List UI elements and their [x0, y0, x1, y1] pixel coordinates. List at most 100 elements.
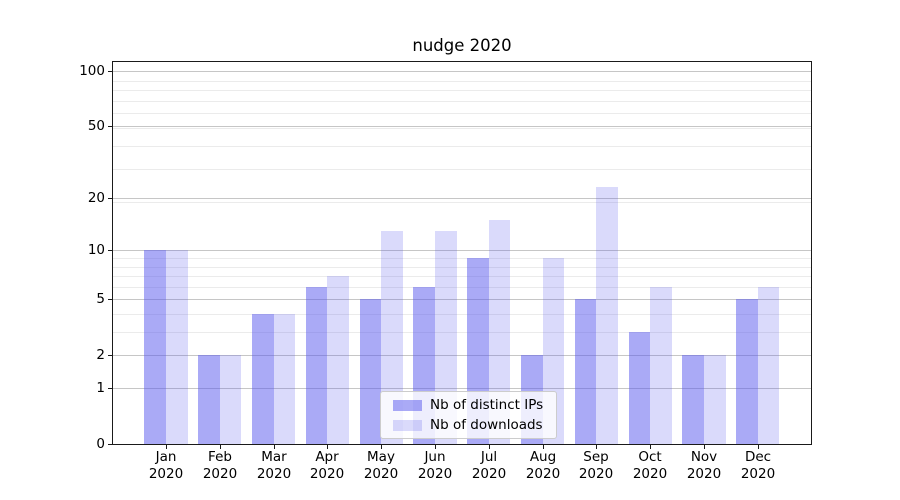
bar-distinct-ips-apr: [305, 286, 328, 444]
x-tick-month: Nov: [690, 449, 718, 465]
x-tick-year: 2020: [202, 465, 238, 482]
x-tick-year: 2020: [740, 465, 776, 482]
major-gridline: [113, 71, 811, 73]
major-gridline: [113, 299, 811, 301]
bar-downloads-dec: [757, 286, 780, 444]
legend: Nb of distinct IPs Nb of downloads: [380, 391, 557, 439]
x-tick-year: 2020: [417, 465, 453, 482]
x-tick-label: Sep 2020: [564, 449, 628, 482]
x-tick-label: Jul 2020: [457, 449, 521, 482]
x-tick-year: 2020: [256, 465, 292, 482]
bar-downloads-feb: [219, 355, 242, 444]
x-tick-label: Oct 2020: [618, 449, 682, 482]
bar-distinct-ips-feb: [198, 355, 220, 444]
x-tick-mark: [327, 445, 328, 449]
y-tick-label: 50: [87, 118, 105, 134]
minor-gridline: [113, 169, 811, 171]
minor-gridline: [113, 113, 811, 115]
bar-downloads-jun: [435, 230, 457, 444]
x-tick-mark: [274, 445, 275, 449]
x-tick-mark: [220, 445, 221, 449]
major-gridline: [113, 355, 811, 357]
legend-swatch-distinct-ips: [393, 399, 422, 411]
minor-gridline: [113, 80, 811, 82]
bar-downloads-sep: [596, 187, 618, 444]
y-tick-mark: [108, 299, 112, 300]
x-tick-month: Dec: [744, 449, 772, 465]
y-tick-mark: [108, 71, 112, 72]
x-tick-month: Aug: [529, 449, 557, 465]
bar-distinct-ips-sep: [574, 299, 597, 444]
y-tick-mark: [108, 355, 112, 356]
y-tick-label: 10: [87, 242, 105, 258]
x-tick-mark: [596, 445, 597, 449]
bar-distinct-ips-jan: [144, 250, 166, 444]
minor-gridline: [113, 266, 811, 268]
legend-label-distinct-ips: Nb of distinct IPs: [430, 397, 544, 413]
x-tick-mark: [166, 445, 167, 449]
minor-gridline: [113, 90, 811, 91]
y-tick-label: 1: [96, 380, 105, 396]
minor-gridline: [113, 146, 811, 147]
x-tick-label: Apr 2020: [295, 449, 359, 482]
x-tick-year: 2020: [148, 465, 184, 482]
x-tick-month: Jul: [480, 449, 498, 465]
legend-label-downloads: Nb of downloads: [430, 417, 543, 433]
minor-gridline: [113, 100, 811, 102]
x-tick-month: Jan: [155, 449, 177, 465]
x-tick-label: Mar 2020: [242, 449, 306, 482]
minor-gridline: [113, 332, 811, 333]
x-tick-mark: [650, 445, 651, 449]
x-tick-label: Aug 2020: [511, 449, 575, 482]
x-tick-mark: [704, 445, 705, 449]
x-tick-mark: [543, 445, 544, 449]
x-tick-label: May 2020: [349, 449, 413, 482]
x-tick-label: Feb 2020: [188, 449, 252, 482]
major-gridline: [113, 250, 811, 252]
legend-entry-distinct-ips: Nb of distinct IPs: [393, 397, 556, 413]
major-gridline: [113, 198, 811, 200]
major-gridline: [113, 126, 811, 128]
x-tick-mark: [489, 445, 490, 449]
bar-downloads-oct: [650, 286, 672, 444]
major-gridline: [113, 388, 811, 389]
bar-downloads-nov: [704, 355, 726, 444]
x-tick-year: 2020: [686, 465, 722, 482]
legend-swatch-downloads: [393, 419, 422, 431]
x-tick-month: Apr: [315, 449, 339, 465]
y-tick-mark: [108, 198, 112, 199]
x-tick-mark: [435, 445, 436, 449]
y-tick-label: 20: [87, 190, 105, 206]
x-tick-month: May: [367, 449, 395, 465]
y-tick-label: 2: [96, 347, 105, 363]
minor-gridline: [113, 286, 811, 288]
y-tick-mark: [108, 444, 112, 445]
x-tick-month: Jun: [424, 449, 446, 465]
minor-gridline: [113, 314, 811, 315]
x-tick-year: 2020: [309, 465, 345, 482]
minor-gridline: [113, 128, 811, 129]
y-tick-mark: [108, 388, 112, 389]
x-tick-year: 2020: [363, 465, 399, 482]
x-tick-year: 2020: [632, 465, 668, 482]
x-tick-year: 2020: [525, 465, 561, 482]
x-tick-month: Mar: [261, 449, 287, 465]
bar-downloads-jan: [166, 250, 188, 444]
y-tick-label: 0: [96, 436, 105, 452]
bar-downloads-apr: [327, 276, 349, 444]
minor-gridline: [113, 276, 811, 277]
x-tick-year: 2020: [578, 465, 614, 482]
x-tick-month: Sep: [583, 449, 609, 465]
bar-distinct-ips-may: [359, 299, 382, 444]
x-tick-year: 2020: [471, 465, 507, 482]
chart-title: nudge 2020: [412, 36, 512, 55]
bar-distinct-ips-dec: [736, 299, 758, 444]
x-tick-month: Feb: [208, 449, 232, 465]
x-tick-label: Nov 2020: [672, 449, 736, 482]
y-tick-mark: [108, 126, 112, 127]
bar-downloads-may: [381, 230, 403, 444]
x-tick-label: Jun 2020: [403, 449, 467, 482]
plot-area: [112, 61, 812, 445]
minor-gridline: [113, 258, 811, 259]
